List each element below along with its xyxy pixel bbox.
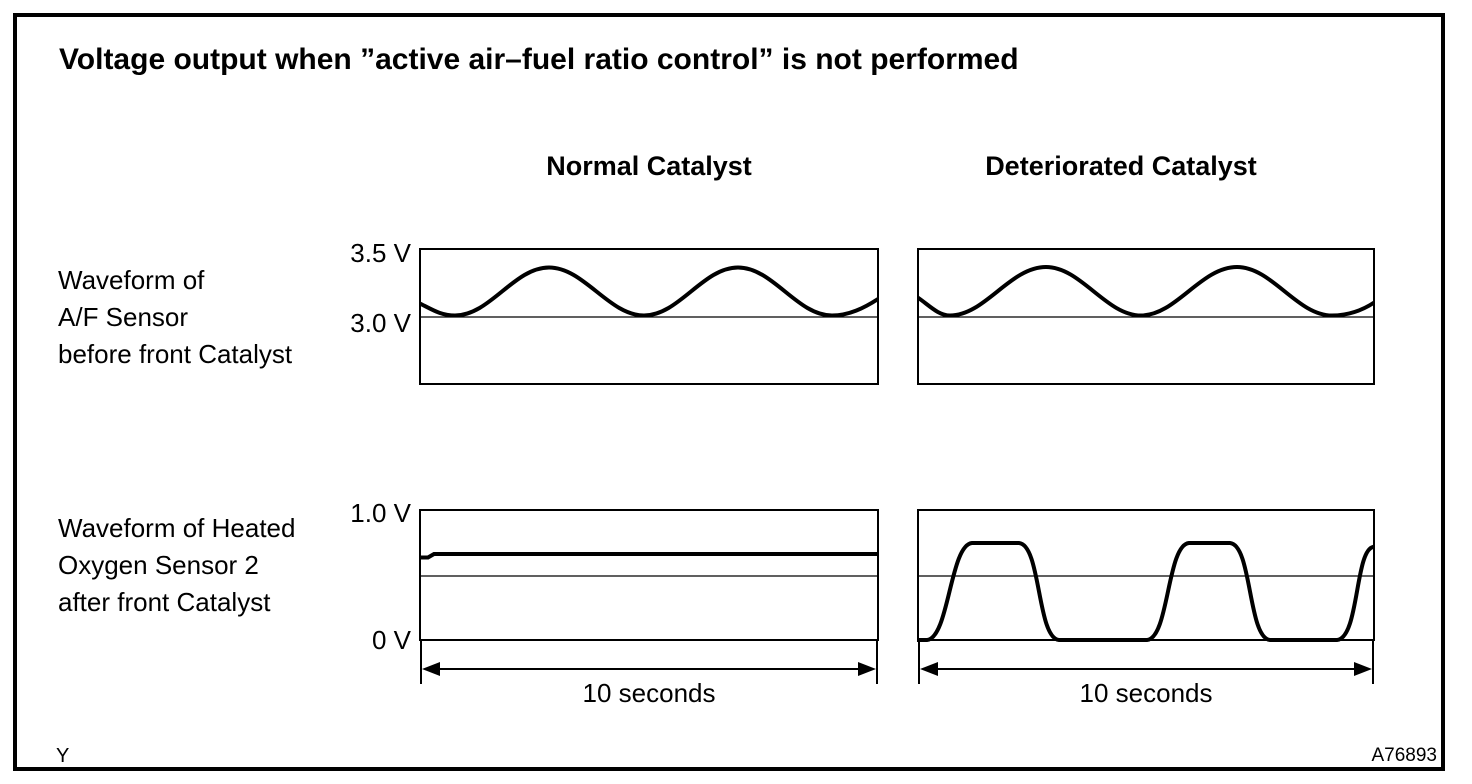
row-label-o2-sensor: Waveform of Heated Oxygen Sensor 2 after… — [58, 510, 295, 621]
time-span-arrow — [918, 640, 1374, 684]
row-label-line: A/F Sensor — [58, 302, 189, 332]
waveform-trace — [419, 265, 879, 318]
plot-box — [917, 509, 1375, 641]
row-label-line: Waveform of — [58, 265, 205, 295]
plot-box — [917, 248, 1375, 385]
time-span-arrow — [420, 640, 878, 684]
waveform-trace — [917, 264, 1375, 318]
row-label-line: Waveform of Heated — [58, 513, 296, 543]
arrow-left-icon — [422, 662, 440, 676]
figure-title: Voltage output when ”active air–fuel rat… — [59, 43, 1019, 76]
y-axis-label-3-0v: 3.0 V — [350, 308, 411, 338]
plot-box — [419, 509, 879, 641]
time-span-label-right: 10 seconds — [1079, 678, 1213, 708]
row-label-line: after front Catalyst — [58, 587, 271, 617]
y-axis-label-0v: 0 V — [371, 625, 411, 655]
column-header-normal-catalyst: Normal Catalyst — [546, 151, 752, 181]
waveform-trace — [419, 552, 878, 560]
y-axis-label-3-5v: 3.5 V — [350, 238, 411, 268]
waveform-panel-af-normal — [419, 248, 879, 385]
footer-mark: Y — [56, 745, 70, 767]
arrow-left-icon — [920, 662, 938, 676]
arrow-right-icon — [1354, 662, 1372, 676]
column-header-deteriorated-catalyst: Deteriorated Catalyst — [985, 151, 1257, 181]
figure-frame — [13, 13, 1445, 771]
arrow-right-icon — [858, 662, 876, 676]
row-label-line: before front Catalyst — [58, 339, 293, 369]
y-axis-label-1-0v: 1.0 V — [350, 498, 411, 528]
figure-number: A76893 — [1371, 745, 1437, 766]
waveform-trace — [917, 541, 1375, 642]
waveform-panel-af-deteriorated — [917, 248, 1375, 385]
waveform-panel-o2-deteriorated — [917, 509, 1375, 684]
row-label-af-sensor: Waveform of A/F Sensor before front Cata… — [58, 262, 292, 373]
plot-box — [419, 248, 879, 385]
row-label-line: Oxygen Sensor 2 — [58, 550, 259, 580]
waveform-panel-o2-normal — [419, 509, 879, 684]
time-span-label-left: 10 seconds — [582, 678, 716, 708]
